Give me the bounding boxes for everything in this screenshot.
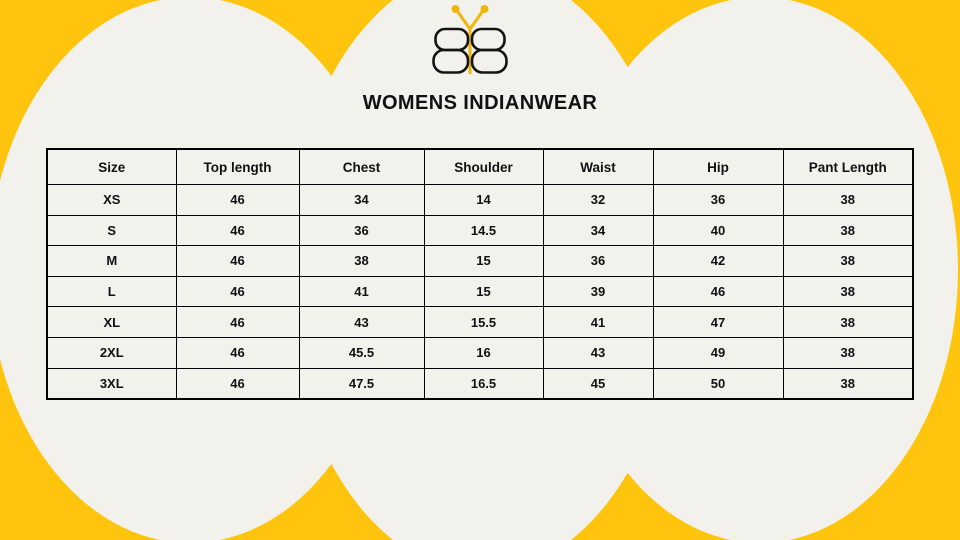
- measurement-cell: 38: [782, 214, 914, 247]
- measurement-cell: 46: [175, 214, 300, 247]
- measurement-cell: 38: [782, 367, 914, 400]
- measurement-cell: 15.5: [423, 306, 544, 338]
- measurement-cell: 38: [782, 275, 914, 308]
- table-row: XS 46 34 14 32 36 38: [46, 184, 914, 216]
- page-title: WOMENS INDIANWEAR: [362, 92, 598, 114]
- measurement-cell: 46: [175, 336, 300, 369]
- measurement-cell: 41: [542, 306, 654, 338]
- table-row: S 46 36 14.5 34 40 38: [46, 214, 914, 247]
- measurement-cell: 38: [782, 245, 914, 277]
- column-header: Hip: [652, 148, 784, 185]
- size-cell: 2XL: [46, 336, 177, 369]
- size-cell: S: [46, 214, 177, 247]
- measurement-cell: 43: [542, 336, 654, 369]
- measurement-cell: 34: [542, 214, 654, 247]
- antenna-left: [455, 8, 472, 31]
- measurement-cell: 38: [782, 306, 914, 338]
- size-cell: XS: [46, 184, 177, 216]
- measurement-cell: 41: [298, 275, 425, 308]
- size-chart-table: Size Top length Chest Shoulder Waist Hip Pant …: [46, 148, 914, 401]
- size-cell: 3XL: [46, 367, 177, 400]
- measurement-cell: 15: [423, 275, 544, 308]
- table-row: 3XL 46 47.5 16.5 45 50 38: [46, 367, 914, 400]
- column-header: Waist: [542, 148, 654, 185]
- wing-left-bottom: [432, 48, 470, 74]
- measurement-cell: 46: [652, 275, 784, 308]
- table-row: L 46 41 15 39 46 38: [46, 275, 914, 308]
- measurement-cell: 46: [175, 275, 300, 308]
- measurement-cell: 47.5: [298, 367, 425, 400]
- measurement-cell: 39: [542, 275, 654, 308]
- antenna-dot-right: [480, 5, 489, 13]
- measurement-cell: 38: [782, 336, 914, 369]
- measurement-cell: 43: [298, 306, 425, 338]
- antenna-dot-left: [451, 5, 460, 13]
- measurement-cell: 46: [175, 184, 300, 216]
- column-header: Shoulder: [423, 148, 544, 185]
- table-row: XL 46 43 15.5 41 47 38: [46, 306, 914, 338]
- measurement-cell: 40: [652, 214, 784, 247]
- measurement-cell: 38: [782, 184, 914, 216]
- measurement-cell: 16: [423, 336, 544, 369]
- column-header: Size: [46, 148, 177, 185]
- size-cell: M: [46, 245, 177, 277]
- wing-right-bottom: [470, 48, 508, 74]
- column-header: Chest: [298, 148, 425, 185]
- size-cell: L: [46, 275, 177, 308]
- measurement-cell: 45.5: [298, 336, 425, 369]
- bb-butterfly-logo-icon: [432, 5, 508, 74]
- antenna-right: [468, 8, 485, 31]
- size-cell: XL: [46, 306, 177, 338]
- column-header: Pant Length: [782, 148, 914, 185]
- measurement-cell: 36: [298, 214, 425, 247]
- measurement-cell: 16.5: [423, 367, 544, 400]
- measurement-cell: 15: [423, 245, 544, 277]
- header-row: Size Top length Chest Shoulder Waist Hip Pant …: [46, 148, 914, 185]
- measurement-cell: 46: [175, 245, 300, 277]
- measurement-cell: 50: [652, 367, 784, 400]
- measurement-cell: 47: [652, 306, 784, 338]
- measurement-cell: 34: [298, 184, 425, 216]
- measurement-cell: 14.5: [423, 214, 544, 247]
- measurement-cell: 36: [542, 245, 654, 277]
- table-row: 2XL 46 45.5 16 43 49 38: [46, 336, 914, 369]
- measurement-cell: 38: [298, 245, 425, 277]
- measurement-cell: 14: [423, 184, 544, 216]
- measurement-cell: 46: [175, 306, 300, 338]
- measurement-cell: 42: [652, 245, 784, 277]
- table-row: M 46 38 15 36 42 38: [46, 245, 914, 277]
- measurement-cell: 32: [542, 184, 654, 216]
- measurement-cell: 36: [652, 184, 784, 216]
- wing-left-top: [434, 27, 470, 52]
- wing-right-top: [470, 27, 506, 52]
- measurement-cell: 45: [542, 367, 654, 400]
- measurement-cell: 46: [175, 367, 300, 400]
- column-header: Top length: [175, 148, 300, 185]
- measurement-cell: 49: [652, 336, 784, 369]
